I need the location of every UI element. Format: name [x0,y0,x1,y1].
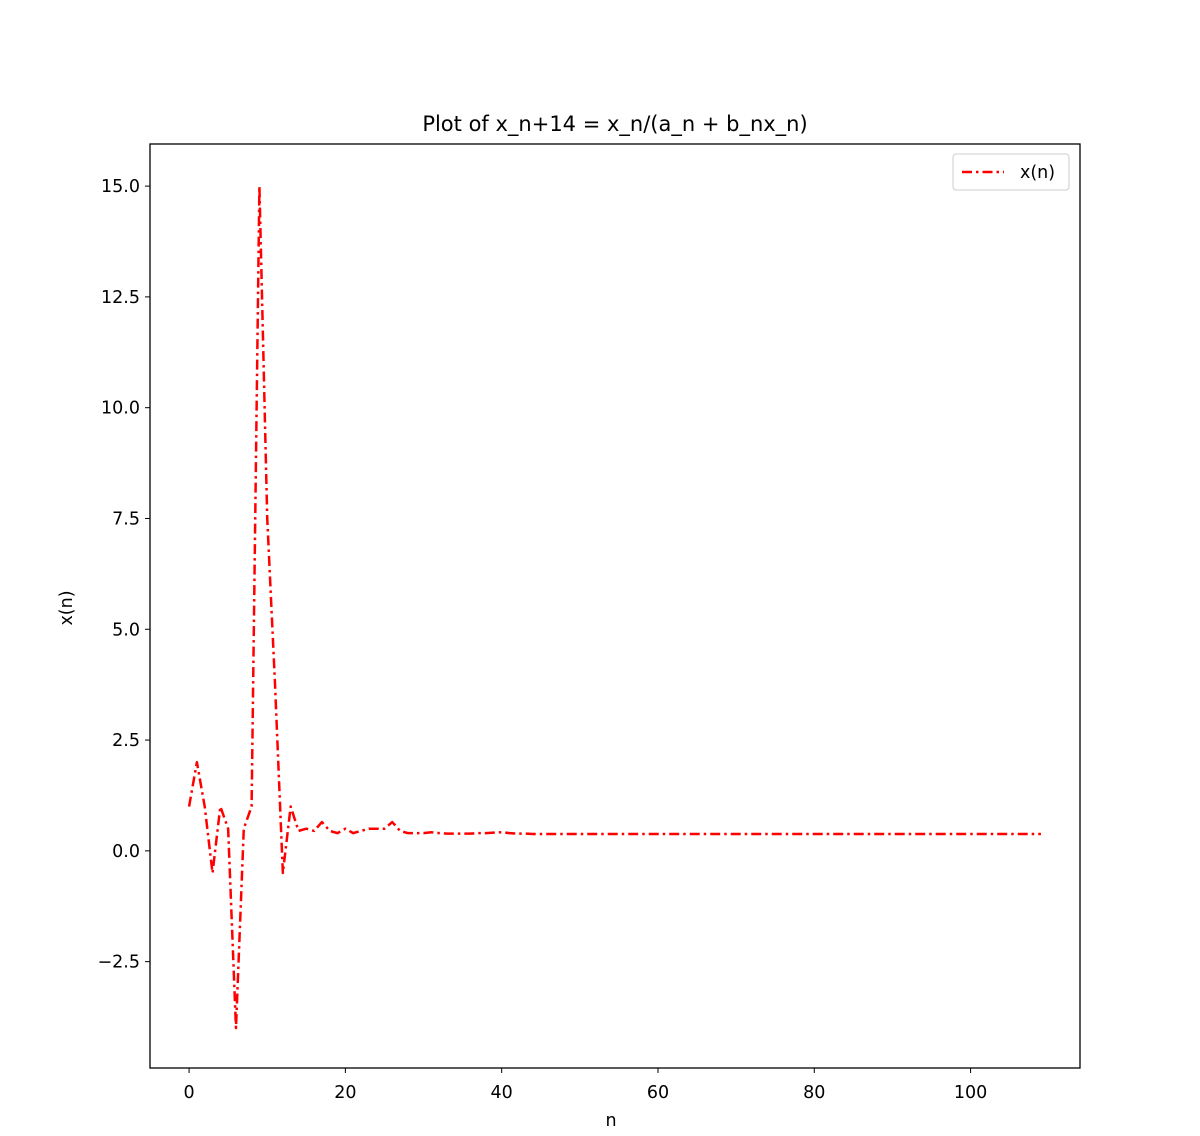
x-tick-label: 60 [647,1083,669,1103]
y-tick-label: 15.0 [101,177,140,197]
y-tick-label: 12.5 [101,288,140,308]
legend-label: x(n) [1020,163,1055,183]
x-tick-label: 100 [954,1083,987,1103]
legend: x(n) [952,153,1070,191]
data-layer [187,184,1041,1030]
legend-box [952,153,1070,191]
x-axis-label: n [605,1111,616,1131]
y-tick-label: 7.5 [112,509,140,529]
x-tick-label: 20 [334,1083,356,1103]
y-tick-label: 10.0 [101,399,140,419]
y-tick-label: 0.0 [112,842,140,862]
y-tick-label: 2.5 [112,731,140,751]
x-tick-label: 0 [184,1083,195,1103]
x-tick-label: 40 [491,1083,513,1103]
x-tick-label: 80 [803,1083,825,1103]
y-axis-label: x(n) [57,590,77,625]
tick-layer: 0 20 40 60 80 100 −2.5 0.0 2.5 5.0 7.5 10.0 12.5 15.0 [98,177,988,1103]
y-tick-label: 5.0 [112,620,140,640]
series-line-x-n [187,184,1041,1030]
chart-title: Plot of x_n+14 = x_n/(a_n + b_nx_n) [422,112,807,137]
y-tick-label: −2.5 [98,953,141,973]
plot-area-frame [149,143,1081,1069]
